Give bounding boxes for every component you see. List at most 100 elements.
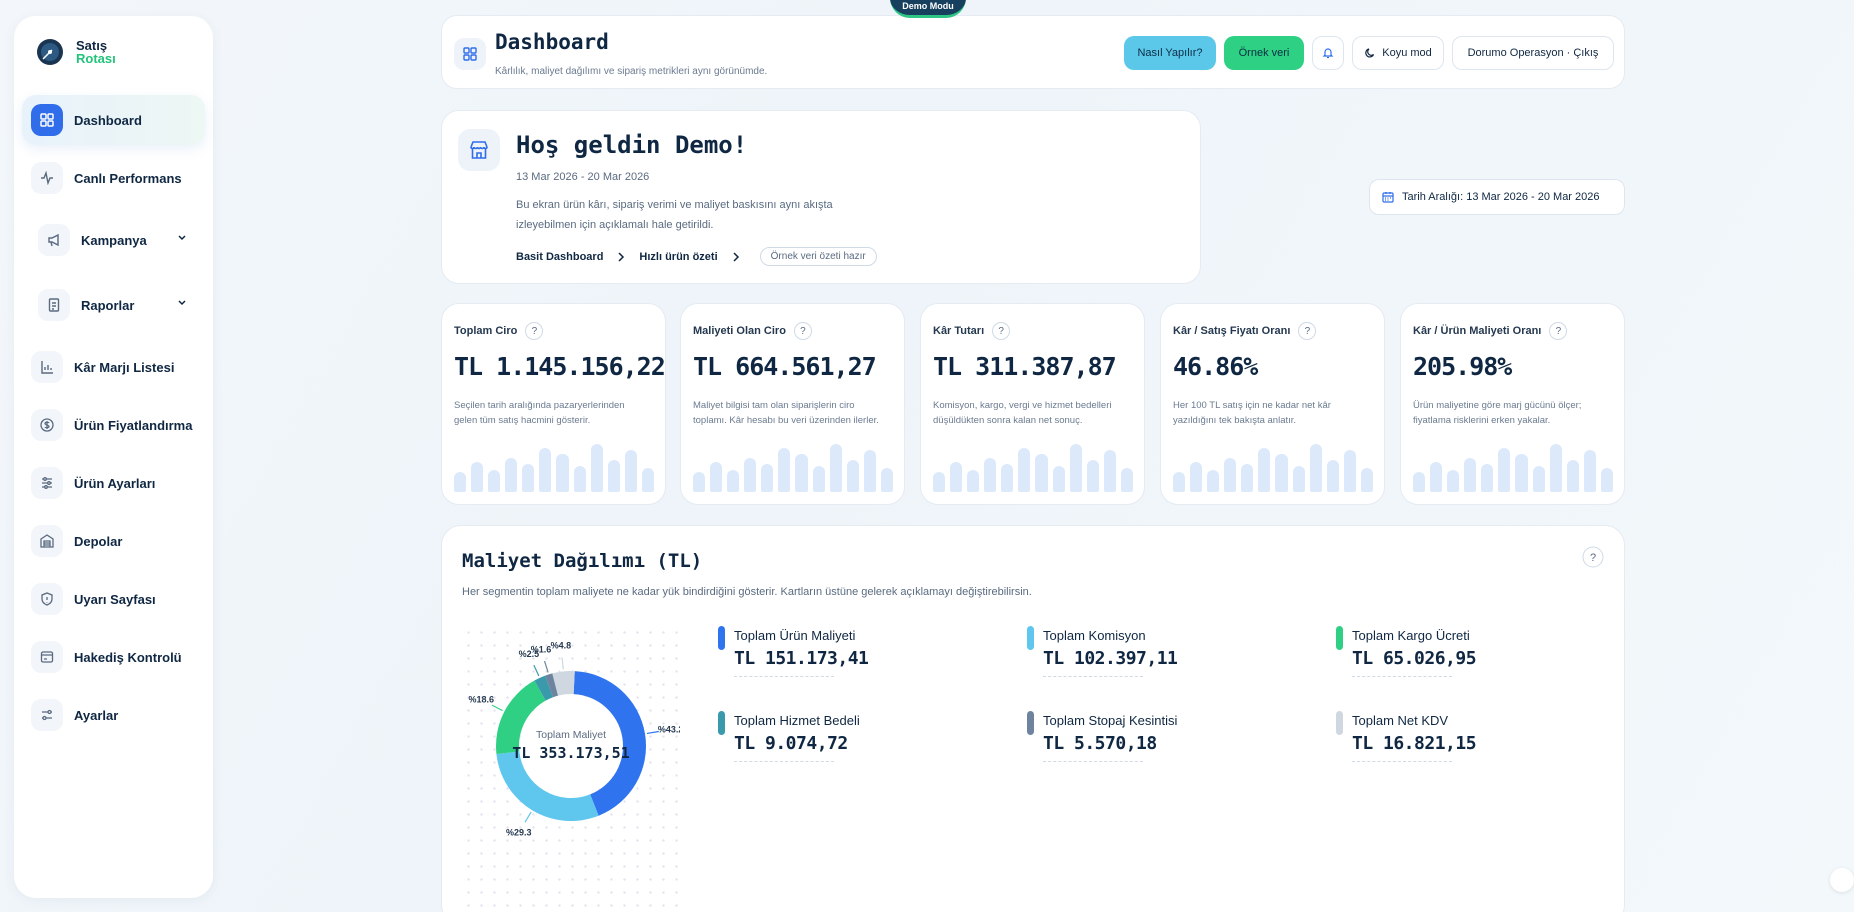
megaphone-icon (38, 224, 70, 256)
assistant-icon[interactable] (1830, 868, 1854, 892)
sidebar-item-label: Ayarlar (74, 707, 119, 723)
help-icon[interactable]: ? (525, 322, 544, 340)
donut-segment[interactable] (534, 675, 554, 701)
sidebar-item-product-pricing[interactable]: Ürün Fiyatlandırma (22, 400, 205, 450)
sparkline-bar (1583, 450, 1596, 492)
sidebar-item-campaign[interactable]: Kampanya (22, 215, 205, 265)
sample-data-label: Örnek veri (1238, 47, 1290, 59)
legend-underline (1352, 761, 1452, 762)
legend-marker (1027, 626, 1034, 650)
sidebar-item-label: Dashboard (74, 112, 142, 128)
warehouse-icon (31, 525, 63, 557)
page-header: Dashboard Kârlılık, maliyet dağılımı ve … (441, 15, 1625, 89)
help-icon[interactable]: ? (992, 322, 1011, 340)
sidebar-item-live-performance[interactable]: Canlı Performans (22, 153, 205, 203)
legend-commission[interactable]: Toplam Komisyon TL 102.397,11 (1027, 626, 1287, 686)
sidebar-item-warehouses[interactable]: Depolar (22, 516, 205, 566)
brand[interactable]: Satış Rotası (34, 36, 116, 68)
sparkline-bar (710, 462, 723, 492)
donut-segment[interactable] (573, 671, 646, 816)
legend-withholding[interactable]: Toplam Stopaj Kesintisi TL 5.570,18 (1027, 711, 1287, 771)
donut-segment[interactable] (545, 673, 559, 698)
sparkline-bars (693, 444, 893, 492)
legend-net-vat[interactable]: Toplam Net KDV TL 16.821,15 (1336, 711, 1596, 771)
legend-underline (1352, 676, 1452, 677)
sidebar: Satış Rotası Dashboard Canlı Performans … (14, 16, 213, 898)
help-icon[interactable]: ? (1549, 322, 1568, 340)
help-icon[interactable]: ? (1298, 322, 1317, 340)
sparkline-bar (556, 454, 569, 492)
metric-value: 46.86% (1173, 352, 1258, 381)
legend-name: Toplam Stopaj Kesintisi (1043, 713, 1178, 728)
donut-center-value: TL 353.173,51 (512, 744, 629, 762)
sparkline-bar (522, 464, 535, 492)
donut-segment[interactable] (496, 751, 599, 821)
sparkline-bar (1566, 460, 1579, 492)
sidebar-item-label: Ürün Ayarları (74, 475, 156, 491)
sidebar-item-payment-check[interactable]: Hakediş Kontrolü (22, 632, 205, 682)
welcome-panel: Hoş geldin Demo! 13 Mar 2026 - 20 Mar 20… (441, 110, 1201, 284)
brand-line1: Satış (76, 38, 108, 53)
sparkline-bar (1241, 464, 1254, 492)
sparkline-bar (641, 468, 654, 492)
metric-description: Seçilen tarih aralığında pazaryerlerinde… (454, 400, 625, 426)
sparkline-bar (1600, 468, 1613, 492)
metric-label: Kâr Tutarı (933, 325, 985, 337)
donut-leader-line (524, 811, 532, 823)
how-to-button[interactable]: Nasıl Yapılır? (1124, 36, 1216, 70)
legend-value: TL 65.026,95 (1352, 648, 1477, 669)
dark-mode-button[interactable]: Koyu mod (1352, 36, 1444, 70)
chevron-down-icon[interactable] (177, 233, 187, 243)
sidebar-item-profit-margin-list[interactable]: Kâr Marjı Listesi (22, 342, 205, 392)
donut-chart[interactable]: %43.2 %29.3 %18.6 %2.5%1.6%4.8 Toplam Maliye… (462, 626, 684, 912)
donut-center (520, 695, 622, 797)
sparkline-bar (1549, 444, 1562, 492)
sidebar-item-alerts[interactable]: Uyarı Sayfası (22, 574, 205, 624)
sidebar-item-product-settings[interactable]: Ürün Ayarları (22, 458, 205, 508)
sidebar-item-settings[interactable]: Ayarlar (22, 690, 205, 740)
donut-leader-line (491, 704, 503, 712)
sparkline-bar (1498, 448, 1511, 492)
legend-underline (734, 676, 834, 677)
sparkline-bar (1069, 444, 1082, 492)
sparkline-bar (1292, 466, 1305, 492)
brand-line2: Rotası (76, 51, 116, 66)
dark-mode-label: Koyu mod (1382, 47, 1432, 59)
sparkline-bar (984, 458, 997, 492)
date-range-picker[interactable]: Tarih Aralığı: 13 Mar 2026 - 20 Mar 2026 (1369, 179, 1625, 215)
sample-data-button[interactable]: Örnek veri (1224, 36, 1304, 70)
help-icon[interactable]: ? (1582, 546, 1604, 568)
sparkline-bar (1309, 444, 1322, 492)
sparkline-bar (1035, 454, 1048, 492)
legend-product-cost[interactable]: Toplam Ürün Maliyeti TL 151.173,41 (718, 626, 978, 686)
legend-value: TL 151.173,41 (734, 648, 869, 669)
compass-logo-icon (37, 39, 63, 65)
sidebar-item-dashboard[interactable]: Dashboard (22, 95, 205, 145)
sidebar-item-label: Kampanya (81, 232, 147, 248)
logout-button[interactable]: Dorumo Operasyon · Çıkış (1452, 36, 1614, 70)
sparkline-bar (829, 444, 842, 492)
svg-text:?: ? (1590, 552, 1596, 564)
legend-underline (1043, 676, 1143, 677)
quick-product-summary-link[interactable]: Hızlı ürün özeti (639, 250, 718, 263)
page-subtitle: Kârlılık, maliyet dağılımı ve sipariş me… (495, 66, 768, 77)
welcome-links: Basit Dashboard Hızlı ürün özeti Örnek v… (516, 247, 877, 266)
sparkline-bar (846, 460, 859, 492)
sidebar-item-label: Raporlar (81, 297, 135, 313)
grid-icon (31, 104, 63, 136)
legend-service-fee[interactable]: Toplam Hizmet Bedeli TL 9.074,72 (718, 711, 978, 771)
donut-segment[interactable] (496, 680, 546, 755)
chevron-right-icon (733, 251, 739, 262)
donut-segment[interactable] (552, 671, 575, 696)
notifications-button[interactable] (1312, 36, 1344, 70)
sparkline-bars (1173, 444, 1373, 492)
legend-name: Toplam Ürün Maliyeti (734, 628, 856, 643)
chevron-down-icon[interactable] (177, 298, 187, 308)
sparkline-bar (539, 448, 552, 492)
sparkline-bar (1190, 462, 1203, 492)
legend-shipping[interactable]: Toplam Kargo Ücreti TL 65.026,95 (1336, 626, 1596, 686)
sliders-icon (31, 467, 63, 499)
sidebar-item-reports[interactable]: Raporlar (22, 280, 205, 330)
simple-dashboard-link[interactable]: Basit Dashboard (516, 250, 604, 263)
help-icon[interactable]: ? (793, 322, 812, 340)
